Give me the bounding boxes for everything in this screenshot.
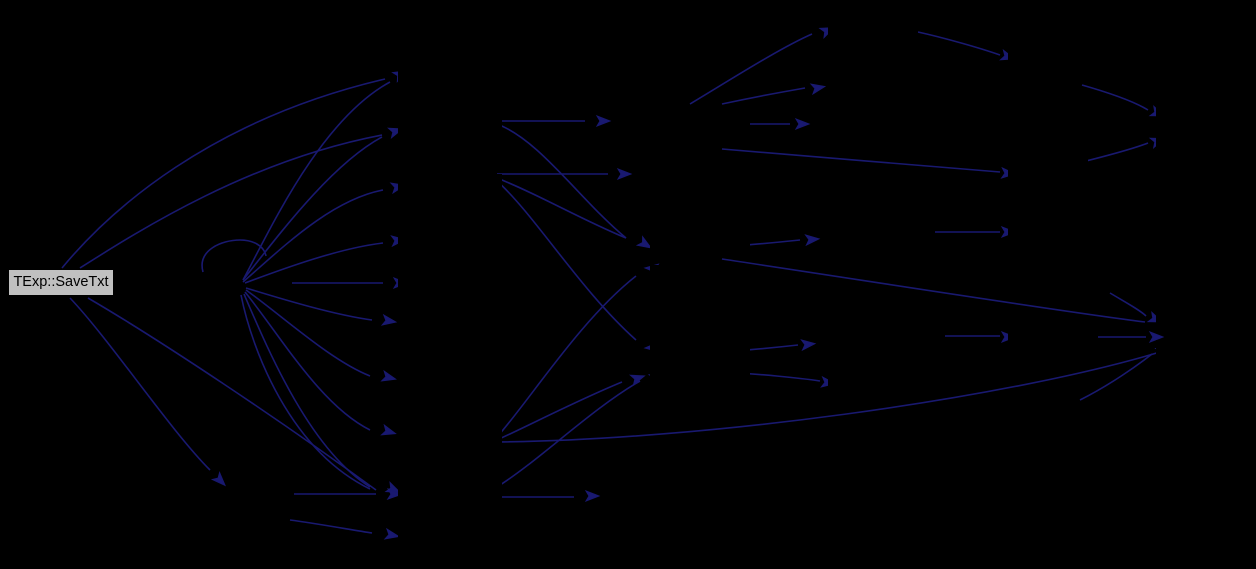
graph-edge-e22 <box>496 275 637 438</box>
graph-node-c3n1[interactable] <box>828 24 918 50</box>
graph-edge-e40 <box>1109 292 1147 317</box>
graph-arrowhead-a22 <box>809 83 827 96</box>
graph-arrowhead-a24 <box>804 234 821 247</box>
graph-edge-e13 <box>240 294 371 490</box>
graph-edge-e17 <box>87 297 377 491</box>
graph-arrowhead-a11 <box>383 527 401 540</box>
graph-node-c3n2[interactable] <box>828 77 918 103</box>
graph-node-c4n1[interactable] <box>1008 42 1088 68</box>
graph-node-c3n5[interactable] <box>828 332 918 358</box>
graph-edge-e7 <box>244 242 384 284</box>
graph-edge-e12 <box>243 293 371 488</box>
graph-edge-e23 <box>496 180 637 341</box>
graph-edge-e39 <box>1081 142 1149 163</box>
graph-arrowhead-a10 <box>386 487 403 500</box>
graph-node-c2n3[interactable] <box>650 227 750 253</box>
graph-edge-e21 <box>496 177 627 239</box>
graph-arrowhead-a14 <box>616 168 633 180</box>
graph-edge-e11 <box>244 291 371 431</box>
graph-edge-e28 <box>721 87 806 105</box>
graph-node-c1n3[interactable] <box>398 174 502 200</box>
graph-node-c1n2[interactable] <box>398 120 502 146</box>
graph-edge-e25 <box>496 380 641 488</box>
graph-node-c1n5[interactable] <box>398 270 502 296</box>
graph-edge-e27 <box>689 33 813 105</box>
graph-edge-e5 <box>242 136 383 281</box>
graph-edge-e43 <box>496 351 1161 443</box>
graph-node-c1n6[interactable] <box>398 307 502 333</box>
graph-node-c2n5[interactable] <box>650 330 750 356</box>
graph-node-c5n4[interactable] <box>1156 340 1248 366</box>
graph-edge-e15 <box>289 519 373 534</box>
graph-arrowhead-a25 <box>800 339 817 352</box>
graph-edge-e35 <box>917 31 1001 56</box>
graph-node-c4n3[interactable] <box>1008 219 1088 245</box>
graph-arrowhead-a18 <box>629 374 646 387</box>
graph-node-c1n7[interactable] <box>398 363 502 389</box>
graph-node-c1n9[interactable] <box>398 477 502 503</box>
graph-edge-e30 <box>721 148 1001 173</box>
graph-edge-e9 <box>245 287 373 321</box>
graph-node-c2n2[interactable] <box>650 161 750 187</box>
graph-arrowhead-a34 <box>1148 331 1165 343</box>
graph-edge-e4 <box>242 81 391 281</box>
graph-arrowhead-a20 <box>584 490 601 502</box>
graph-arrowhead-a8 <box>380 423 397 436</box>
graph-edge-e42 <box>1079 353 1153 401</box>
graph-node-c1n4[interactable] <box>398 227 502 253</box>
graph-node-c2n1[interactable] <box>650 108 750 134</box>
graph-edge-e24 <box>496 381 623 441</box>
graph-node-c4n2[interactable] <box>1008 159 1088 185</box>
graph-edge-e10 <box>245 289 371 377</box>
graph-node-c2n6[interactable] <box>650 369 750 395</box>
graph-arrowhead-a23 <box>794 118 811 130</box>
edges-layer <box>61 31 1161 534</box>
graph-edge-e6 <box>242 189 384 283</box>
graph-node-c3n4[interactable] <box>828 227 918 253</box>
graph-edge-e1 <box>61 78 386 269</box>
graph-arrowhead-a13 <box>595 115 612 127</box>
graph-arrowhead-a7 <box>380 369 397 382</box>
graph-node-c5n3[interactable] <box>1156 303 1248 329</box>
graph-node-c1n1[interactable] <box>398 64 502 90</box>
graph-node-c1n10[interactable] <box>398 520 502 546</box>
graph-node-c2n4[interactable] <box>650 265 750 291</box>
graph-edge-e2 <box>79 134 383 269</box>
graph-edge-e16 <box>69 297 211 471</box>
graph-node-root-label: TExp::SaveTxt <box>13 274 109 291</box>
graph-node-c4n4[interactable] <box>1008 323 1088 349</box>
graph-edge-e38 <box>1081 84 1149 111</box>
graph-node-c5n1[interactable] <box>1156 97 1248 123</box>
graph-node-c3n6[interactable] <box>828 368 918 394</box>
graph-node-c5n2[interactable] <box>1156 130 1248 156</box>
graph-arrowhead-a6 <box>380 313 398 326</box>
graph-node-root[interactable]: TExp::SaveTxt <box>8 269 114 296</box>
graph-arrowhead-a15 <box>635 235 653 249</box>
graph-edge-e20 <box>496 123 627 239</box>
graph-node-c1n8[interactable] <box>398 417 502 443</box>
graph-node-c3n3[interactable] <box>828 111 918 137</box>
graph-arrowhead-a12 <box>210 470 226 487</box>
graph-edge-e3 <box>201 239 267 273</box>
graph-edge-e32 <box>721 258 1146 323</box>
